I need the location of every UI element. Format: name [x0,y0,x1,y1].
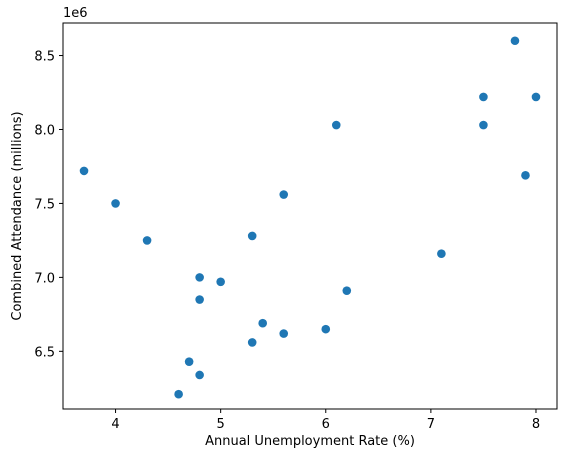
data-point [247,338,257,347]
data-point [142,236,152,245]
x-tick-label: 7 [427,417,435,432]
x-tick-label: 6 [322,417,330,432]
data-points [79,36,541,399]
data-point [195,295,204,304]
y-tick-label: 7.5 [34,197,55,212]
data-point [174,389,183,399]
y-tick-label: 8.0 [34,123,55,138]
x-tick-label: 4 [111,417,119,432]
data-point [521,171,530,180]
data-point [331,120,341,130]
x-axis-label: Annual Unemployment Rate (%) [205,434,415,449]
data-point [479,92,488,102]
data-point [510,36,520,46]
plot-frame [62,22,558,410]
data-point [479,120,488,130]
x-tick-label: 8 [532,417,540,432]
data-point [195,370,204,380]
data-point [111,199,120,208]
y-tick-label: 8.5 [34,50,55,65]
data-point [321,324,331,334]
y-tick-label: 6.5 [34,345,55,360]
x-tick-label: 5 [217,417,225,432]
data-point [79,166,89,176]
y-tick-label: 7.0 [34,271,55,286]
data-point [195,273,204,282]
x-axis-ticks: 4 5 6 7 8 [111,409,540,432]
data-point [437,249,446,259]
data-point [184,357,194,366]
y-axis-ticks: 6.5 7.0 7.5 8.0 8.5 [34,50,63,360]
data-point [279,190,289,199]
plot-area [63,23,557,409]
data-point [247,231,257,241]
data-point [342,286,352,295]
data-point [258,318,268,328]
data-point [531,92,541,102]
data-point [216,277,225,287]
data-point [279,329,289,338]
y-offset-label: 1e6 [63,6,88,21]
y-axis-label: Combined Attendance (millions) [10,111,25,320]
